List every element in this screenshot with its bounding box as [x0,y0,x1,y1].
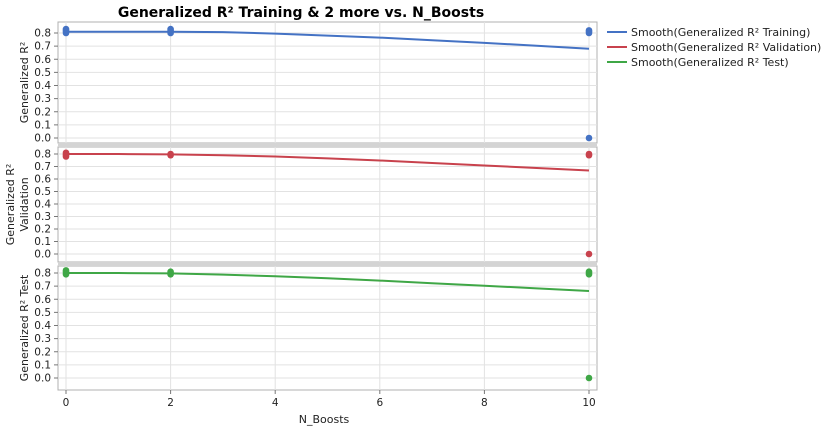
smooth-line-3 [66,272,590,292]
y-tick-label: 0.0 [34,249,51,261]
y-tick-label: 0.8 [34,268,51,280]
data-point [167,150,174,158]
y-tick-label: 0.5 [34,186,51,198]
chart-title: Generalized R² Training & 2 more vs. N_B… [118,5,484,21]
legend-label: Smooth(Generalized R² Validation) [631,41,821,54]
panel-separator [58,143,597,147]
smooth-line-2 [66,153,590,172]
y-tick-label: 0.6 [34,294,51,306]
legend-item-1: Smooth(Generalized R² Training) [607,26,810,39]
y-axis-label: Generalized R²Validation [4,164,31,245]
data-point [167,268,174,275]
x-tick-label: 2 [167,397,174,409]
x-tick-label: 6 [376,397,383,409]
y-tick-label: 0.1 [34,236,51,248]
y-tick-label: 0.7 [34,161,51,173]
panel-frame [57,265,598,391]
legend-item-3: Smooth(Generalized R² Test) [607,56,789,69]
y-tick-label: 0.3 [34,211,51,223]
x-axis-label: N_Boosts [299,413,350,426]
y-tick-label: 0.6 [34,174,51,186]
data-point [62,267,70,274]
smooth-line-1 [66,30,590,50]
y-tick-label: 0.7 [34,281,51,293]
y-tick-label: 0.3 [34,93,51,105]
y-axis-label: Generalized R² Test [18,274,31,381]
y-axis-label: Generalized R² [18,42,31,123]
data-point [62,149,70,157]
panel-frame [57,21,598,144]
y-tick-label: 0.3 [34,333,51,345]
legend-label: Smooth(Generalized R² Training) [631,26,810,39]
x-axis: 0 2 4 6 8 10 [63,390,596,409]
x-tick-label: 0 [63,397,70,409]
y-tick-label: 0.2 [34,346,51,358]
data-point [585,150,593,158]
y-tick-label: 0.4 [34,199,51,211]
y-tick-label: 0.8 [34,28,51,40]
x-tick-label: 10 [582,397,595,409]
y-tick-label: 0.8 [34,149,51,161]
data-point [585,134,593,142]
y-tick-label: 0.0 [34,373,51,385]
x-tick-label: 8 [481,397,488,409]
y-tick-label: 0.1 [34,359,51,371]
data-point [585,374,593,382]
data-point [585,250,593,258]
y-tick-label: 0.0 [34,133,51,145]
data-point [62,25,70,33]
legend: Smooth(Generalized R² Training) Smooth(Ge… [607,26,821,69]
panel-separator [58,262,597,266]
y-tick-label: 0.7 [34,41,51,53]
data-point [167,25,174,33]
y-tick-label: 0.2 [34,224,51,236]
legend-label: Smooth(Generalized R² Test) [631,56,789,69]
y-tick-label: 0.6 [34,54,51,66]
y-tick-label: 0.5 [34,307,51,319]
data-point [585,27,593,34]
y-tick-label: 0.4 [34,80,51,92]
y-tick-label: 0.5 [34,67,51,79]
y-tick-label: 0.2 [34,106,51,118]
y-tick-label: 0.1 [34,119,51,131]
legend-item-2: Smooth(Generalized R² Validation) [607,41,821,54]
y-tick-label: 0.4 [34,320,51,332]
x-tick-label: 4 [272,397,279,409]
data-point [585,268,593,275]
